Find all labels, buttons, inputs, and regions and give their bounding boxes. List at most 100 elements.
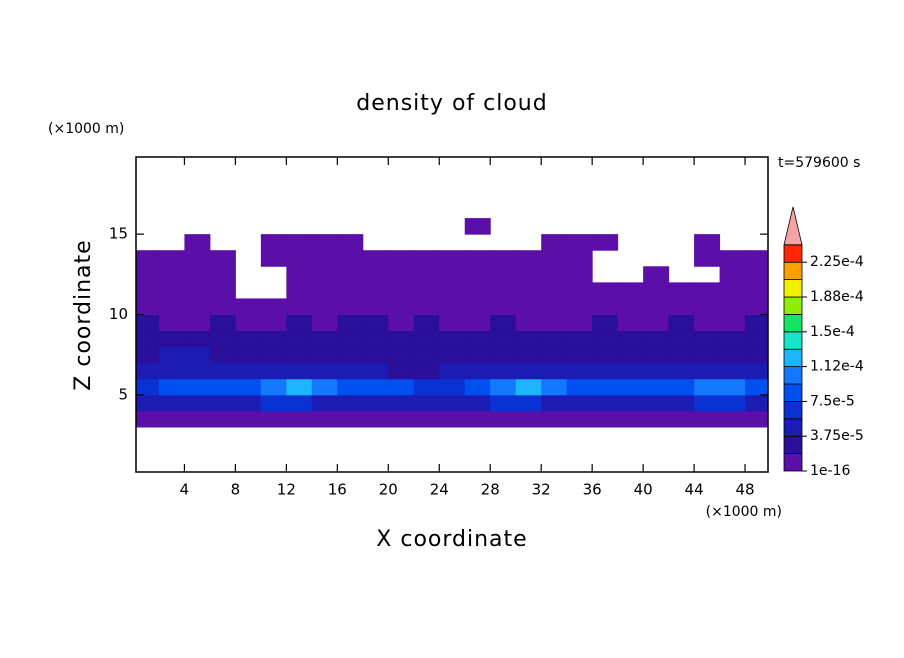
y-unit: (×1000 m) xyxy=(48,121,124,137)
contour-cell xyxy=(464,282,491,299)
contour-cell xyxy=(541,298,568,315)
contour-cell xyxy=(286,346,313,364)
contour-cell xyxy=(439,378,466,396)
contour-cell xyxy=(745,266,768,283)
contour-cell xyxy=(566,298,593,315)
contour-cell xyxy=(235,410,262,428)
contour-cell xyxy=(184,378,211,396)
contour-cell xyxy=(362,410,389,428)
contour-cell xyxy=(745,378,768,396)
contour-cell xyxy=(158,394,185,412)
contour-cell xyxy=(643,346,670,364)
contour-cell xyxy=(184,266,211,283)
contour-cell xyxy=(311,410,338,428)
contour-cell xyxy=(439,314,466,332)
contour-cell xyxy=(719,330,746,348)
x-tick-label: 32 xyxy=(532,481,551,499)
contour-cell xyxy=(388,250,415,267)
contour-cell xyxy=(413,298,440,315)
contour-cell xyxy=(643,266,670,283)
contour-cell xyxy=(337,330,364,348)
contour-cell xyxy=(566,394,593,412)
contour-cell xyxy=(184,330,211,348)
contour-cell xyxy=(439,410,466,428)
contour-cell xyxy=(158,346,185,364)
contour-cell xyxy=(490,410,517,428)
contour-cell xyxy=(184,282,211,299)
contour-cell xyxy=(745,250,768,267)
contour-cell xyxy=(235,314,262,332)
contour-cell xyxy=(643,314,670,332)
contour-cell xyxy=(184,298,211,315)
colorbar-extend xyxy=(783,206,803,246)
contour-cell xyxy=(439,362,466,380)
contour-cell xyxy=(388,346,415,364)
contour-cell xyxy=(413,394,440,412)
contour-cell xyxy=(413,250,440,267)
contour-cell xyxy=(311,394,338,412)
contour-cell xyxy=(668,330,695,348)
contour-cell xyxy=(541,410,568,428)
contour-cell xyxy=(566,330,593,348)
contour-cell xyxy=(184,362,211,380)
contour-cell xyxy=(311,378,338,396)
contour-cell xyxy=(136,362,160,380)
contour-cell xyxy=(413,378,440,396)
contour-cell xyxy=(209,282,236,299)
contour-cell xyxy=(286,266,313,283)
contour-cell xyxy=(388,410,415,428)
contour-cell xyxy=(158,298,185,315)
contour-cell xyxy=(286,234,313,251)
colorbar-band xyxy=(783,453,803,472)
contour-cell xyxy=(286,250,313,267)
colorbar-band xyxy=(783,435,803,455)
contour-cell xyxy=(694,378,721,396)
contour-cell xyxy=(592,362,619,380)
contour-cell xyxy=(668,394,695,412)
colorbar-tick-label: 2.25e-4 xyxy=(810,254,864,270)
contour-cell xyxy=(719,378,746,396)
contour-cell xyxy=(413,314,440,332)
contour-cell xyxy=(515,282,542,299)
chart-title: density of cloud xyxy=(356,91,547,116)
contour-cell xyxy=(311,330,338,348)
contour-cell xyxy=(694,314,721,332)
contour-cell xyxy=(235,378,262,396)
contour-cell xyxy=(311,362,338,380)
colorbar-tick-label: 1.88e-4 xyxy=(810,289,864,305)
contour-cell xyxy=(337,266,364,283)
contour-cell xyxy=(515,394,542,412)
contour-cell xyxy=(158,266,185,283)
contour-cell xyxy=(745,362,768,380)
contour-cell xyxy=(464,298,491,315)
contour-cell xyxy=(515,410,542,428)
contour-cell xyxy=(617,410,644,428)
contour-cell xyxy=(490,250,517,267)
contour-cell xyxy=(464,330,491,348)
contour-cell xyxy=(184,410,211,428)
x-tick-label: 4 xyxy=(180,481,190,499)
contour-cell xyxy=(592,394,619,412)
colorbar-band xyxy=(783,244,803,263)
contour-cell xyxy=(592,378,619,396)
colorbar-band xyxy=(783,348,803,368)
contour-cell xyxy=(286,298,313,315)
contour-cell xyxy=(260,234,287,251)
colorbar-band xyxy=(783,331,803,350)
contour-cell xyxy=(286,362,313,380)
contour-cell xyxy=(439,282,466,299)
contour-cell xyxy=(362,378,389,396)
contour-cell xyxy=(464,250,491,267)
contour-cell xyxy=(260,394,287,412)
contour-cell xyxy=(209,298,236,315)
contour-cell xyxy=(490,362,517,380)
contour-cell xyxy=(362,250,389,267)
contour-cell xyxy=(541,250,568,267)
contour-cell xyxy=(413,330,440,348)
colorbar-band xyxy=(783,261,803,281)
colorbar-band xyxy=(783,296,803,315)
contour-cell xyxy=(566,410,593,428)
x-tick-label: 48 xyxy=(736,481,755,499)
contour-cell xyxy=(464,394,491,412)
